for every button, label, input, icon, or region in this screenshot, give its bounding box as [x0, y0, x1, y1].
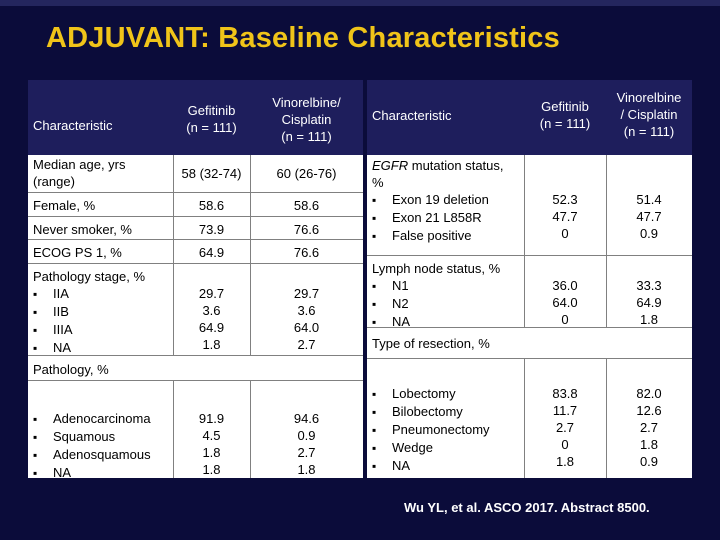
resection-items: Lobectomy Bilobectomy Pneumonectomy Wedg…	[372, 385, 490, 475]
never-smoker-vinorelbine: 76.6	[293, 222, 320, 237]
ecog-vinorelbine: 76.6	[293, 245, 320, 260]
pathology-vinorelbine: 94.6 0.9 2.7 1.8	[293, 411, 320, 477]
never-smoker-gefitinib: 73.9	[198, 222, 225, 237]
egfr-gefitinib: 52.3 47.7 0	[552, 192, 578, 241]
right-table-header	[367, 80, 692, 155]
right-table: Characteristic Gefitinib (n = 111) Vinor…	[367, 80, 692, 478]
row-label-ecog: ECOG PS 1, %	[33, 245, 122, 260]
female-gefitinib: 58.6	[198, 198, 225, 213]
row-label-never-smoker: Never smoker, %	[33, 222, 132, 237]
lymph-gefitinib: 36.0 64.0 0	[552, 278, 578, 327]
pathology-gefitinib: 91.9 4.5 1.8 1.8	[198, 411, 225, 477]
row-label-pathology-stage: Pathology stage, % IIA IIB IIIA NA	[33, 268, 145, 357]
row-label-female: Female, %	[33, 198, 96, 213]
slide-title: ADJUVANT: Baseline Characteristics	[46, 22, 560, 54]
age-vinorelbine: 60 (26-76)	[276, 166, 337, 181]
stage-gefitinib: 29.7 3.6 64.9 1.8	[198, 286, 225, 352]
left-table-header	[28, 80, 363, 155]
lymph-vinorelbine: 33.3 64.9 1.8	[636, 278, 662, 327]
right-header-vinorelbine: Vinorelbine / Cisplatin (n = 111)	[616, 90, 682, 139]
row-label-lymph-node: Lymph node status, % N1 N2 NA	[372, 260, 500, 331]
egfr-vinorelbine: 51.4 47.7 0.9	[636, 192, 662, 241]
row-label-resection: Type of resection, %	[372, 336, 490, 351]
left-header-vinorelbine: Vinorelbine/ Cisplatin (n = 111)	[272, 95, 341, 144]
left-header-gefitinib: Gefitinib (n = 111)	[186, 103, 237, 135]
right-header-gefitinib: Gefitinib (n = 111)	[539, 99, 591, 131]
row-label-egfr: EGFR mutation status, % Exon 19 deletion…	[372, 157, 504, 245]
left-header-characteristic: Characteristic	[33, 118, 113, 133]
right-header-characteristic: Characteristic	[372, 108, 452, 123]
pathology-items: Adenocarcinoma Squamous Adenosquamous NA	[33, 410, 151, 482]
row-label-median-age: Median age, yrs (range)	[33, 157, 126, 189]
row-label-pathology: Pathology, %	[33, 362, 109, 377]
female-vinorelbine: 58.6	[293, 198, 320, 213]
citation: Wu YL, et al. ASCO 2017. Abstract 8500.	[404, 500, 650, 515]
top-bar	[0, 0, 720, 6]
resection-gefitinib: 83.8 11.7 2.7 0 1.8	[552, 386, 578, 469]
age-gefitinib: 58 (32-74)	[181, 166, 242, 181]
stage-vinorelbine: 29.7 3.6 64.0 2.7	[293, 286, 320, 352]
ecog-gefitinib: 64.9	[198, 245, 225, 260]
resection-vinorelbine: 82.0 12.6 2.7 1.8 0.9	[636, 386, 662, 469]
left-table: Characteristic Gefitinib (n = 111) Vinor…	[28, 80, 363, 480]
